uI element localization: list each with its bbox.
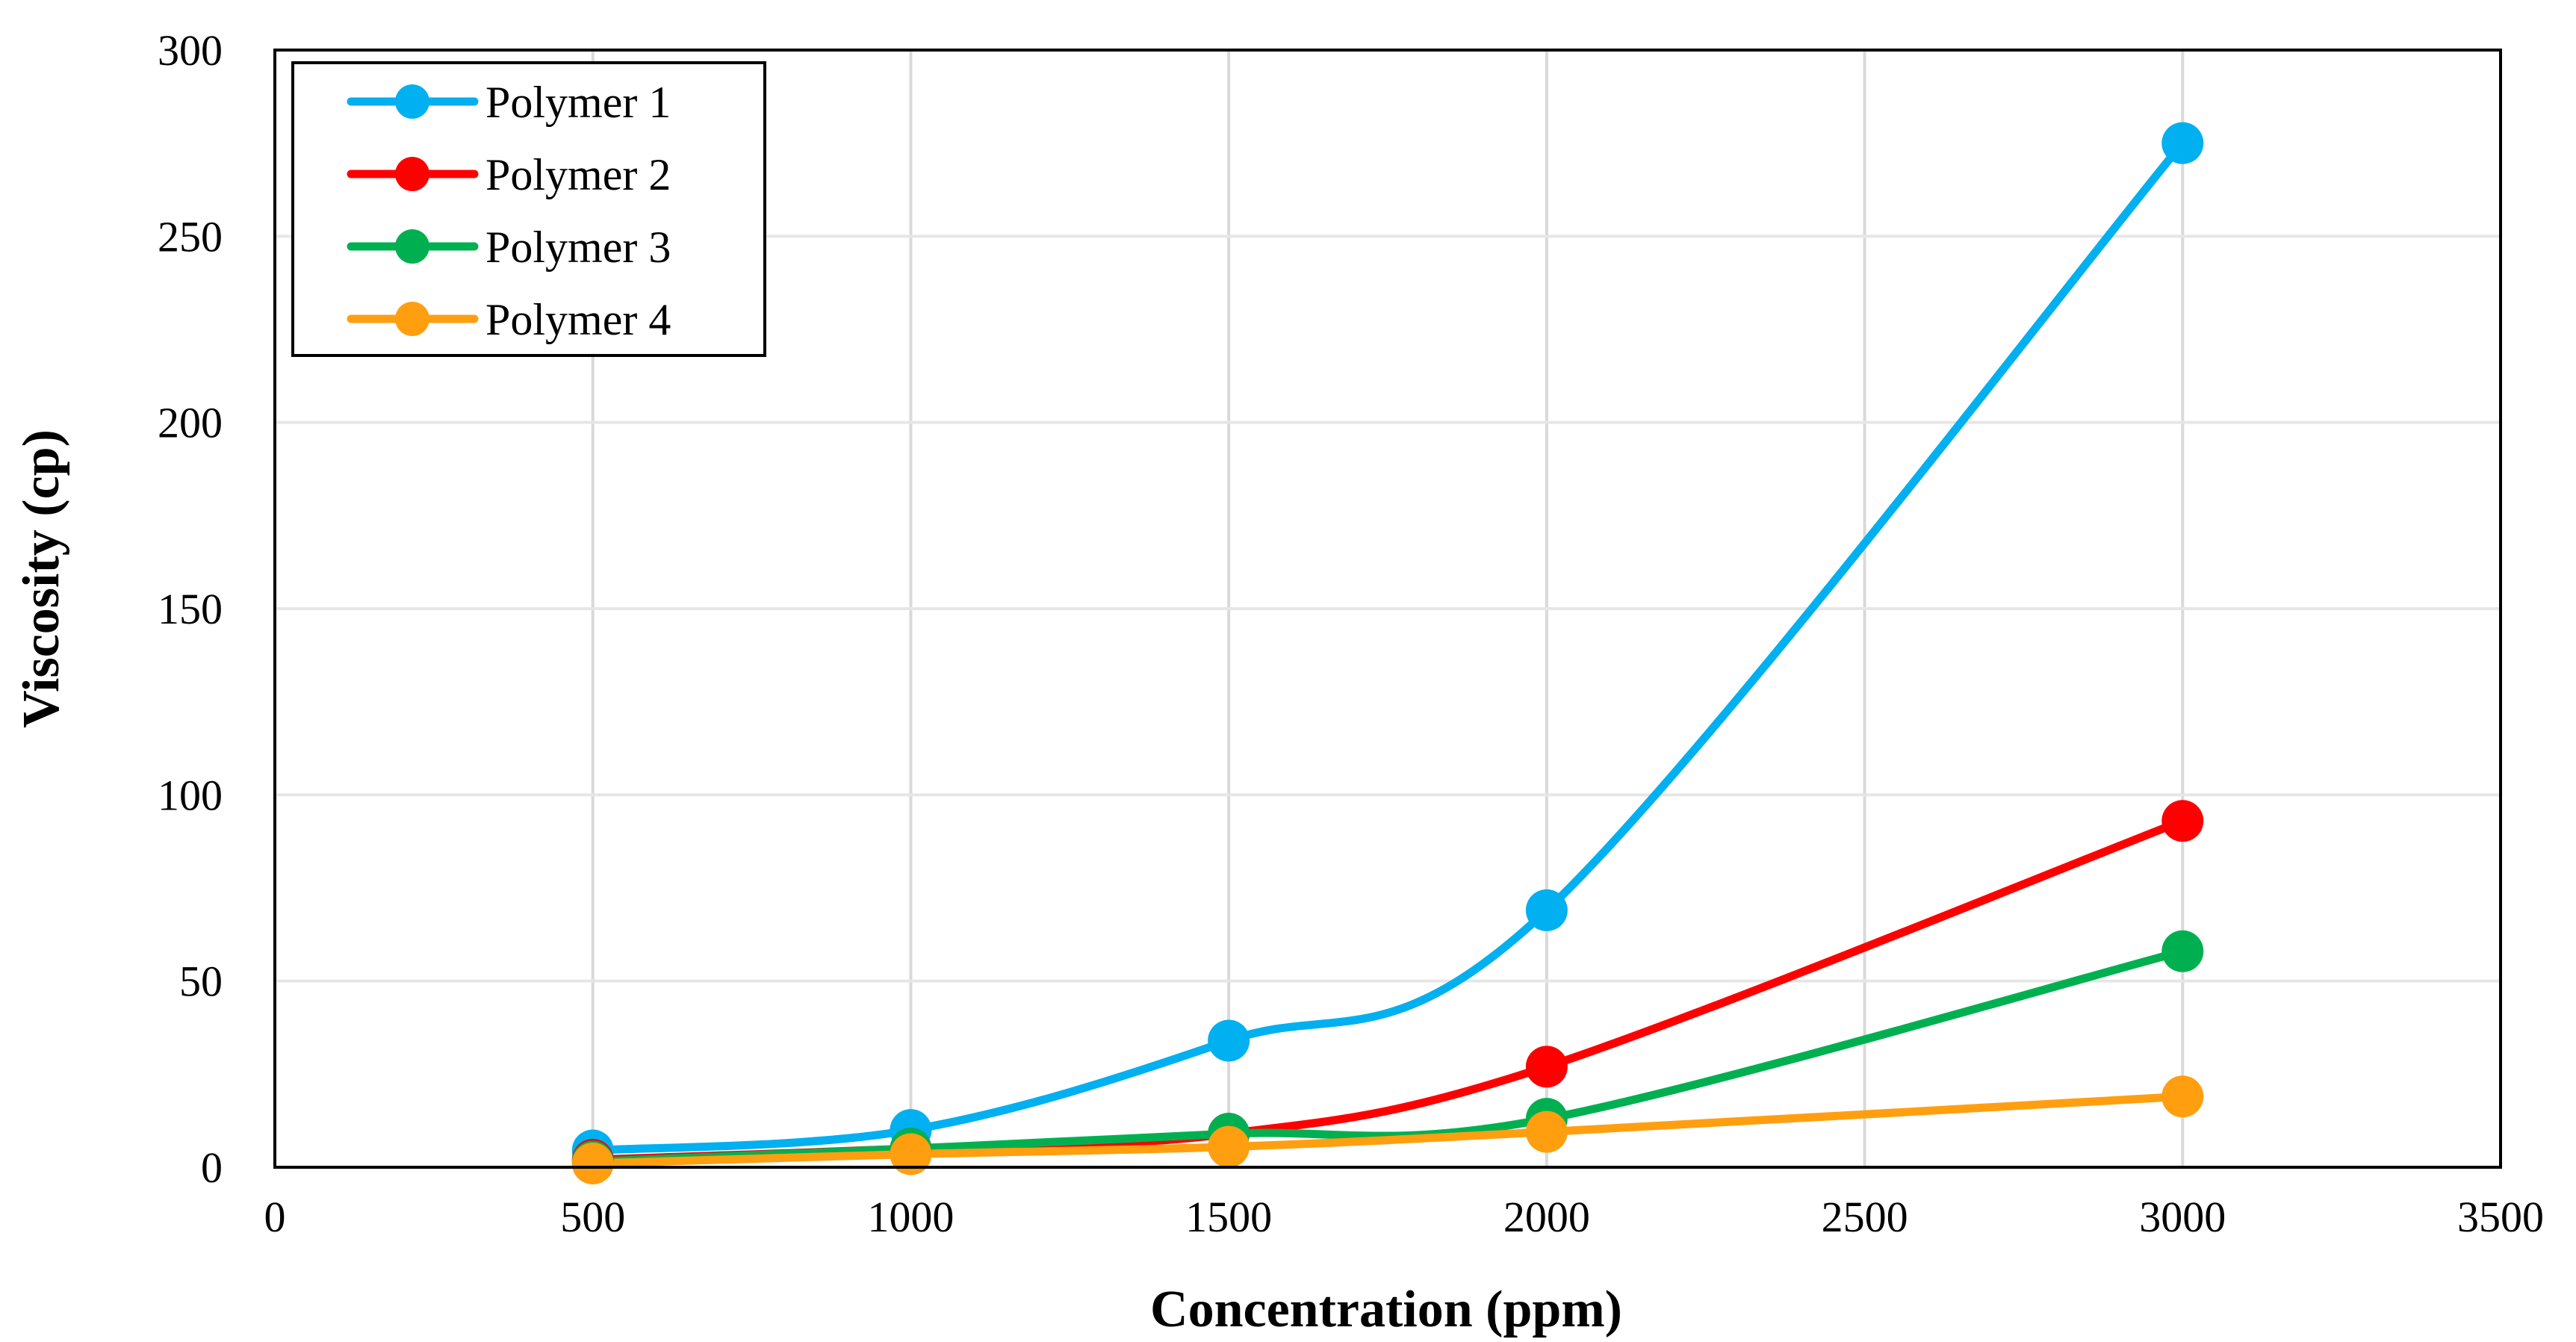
legend-swatch-marker bbox=[395, 84, 429, 119]
series-line-4 bbox=[589, 1092, 2187, 1168]
legend-swatch-marker bbox=[395, 229, 429, 264]
y-tick-label: 150 bbox=[158, 585, 223, 633]
x-axis-title: Concentration (ppm) bbox=[1150, 1281, 1622, 1338]
data-point-series-4 bbox=[2161, 1075, 2204, 1118]
y-axis-title: Viscosity (cp) bbox=[13, 429, 70, 728]
data-point-series-4 bbox=[1208, 1125, 1250, 1168]
x-tick-label: 1500 bbox=[1185, 1193, 1272, 1241]
tick-labels: 0 500 1000 1500 2000 2500 3000 3500 0 50 100 150 200… bbox=[158, 26, 2544, 1241]
data-point-series-4 bbox=[571, 1143, 614, 1185]
y-tick-label: 300 bbox=[158, 26, 223, 75]
y-tick-label: 200 bbox=[158, 399, 223, 447]
data-point-series-1 bbox=[1208, 1019, 1250, 1062]
legend-label: Polymer 1 bbox=[485, 78, 671, 127]
y-tick-label: 100 bbox=[158, 771, 223, 819]
x-tick-label: 3000 bbox=[2139, 1193, 2226, 1241]
x-tick-label: 3500 bbox=[2457, 1193, 2544, 1241]
legend-box bbox=[291, 61, 766, 357]
data-point-series-2 bbox=[2161, 800, 2204, 842]
legend-label: Polymer 3 bbox=[485, 223, 671, 272]
data-point-series-4 bbox=[890, 1133, 932, 1175]
y-tick-label: 0 bbox=[201, 1143, 223, 1192]
data-point-series-2 bbox=[1525, 1046, 1568, 1088]
series-line-3 bbox=[589, 947, 2187, 1167]
series-lines bbox=[589, 139, 2187, 1168]
x-tick-label: 0 bbox=[264, 1193, 286, 1241]
legend-items: Polymer 1 Polymer 2 Polymer 3 Polymer 4 bbox=[347, 78, 671, 344]
data-point-series-1 bbox=[2161, 122, 2204, 164]
y-tick-label: 250 bbox=[158, 212, 223, 261]
x-tick-label: 2500 bbox=[1822, 1193, 1908, 1241]
series-markers bbox=[571, 122, 2204, 1185]
series-line-1 bbox=[589, 139, 2187, 1155]
legend: Polymer 1 Polymer 2 Polymer 3 Polymer 4 bbox=[291, 61, 766, 357]
data-point-series-3 bbox=[2161, 930, 2204, 972]
data-point-series-4 bbox=[1525, 1110, 1568, 1153]
data-point-series-1 bbox=[1525, 889, 1568, 931]
y-tick-label: 50 bbox=[179, 957, 223, 1006]
legend-swatch-marker bbox=[395, 157, 429, 191]
legend-swatch-marker bbox=[395, 302, 429, 336]
legend-label: Polymer 4 bbox=[485, 295, 671, 344]
legend-label: Polymer 2 bbox=[485, 150, 671, 199]
x-tick-label: 1000 bbox=[867, 1193, 954, 1241]
x-tick-label: 2000 bbox=[1503, 1193, 1590, 1241]
plot-area-frame bbox=[273, 49, 2502, 1169]
x-tick-label: 500 bbox=[560, 1193, 625, 1241]
